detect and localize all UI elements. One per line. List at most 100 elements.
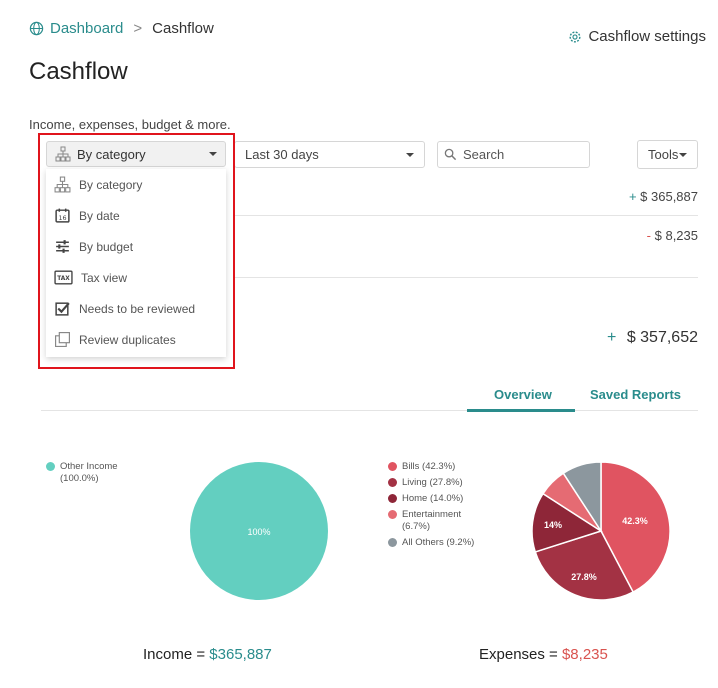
- legend-item: Other Income (100.0%): [46, 461, 156, 485]
- globe-icon: [29, 21, 44, 36]
- expense-total: Expenses = $8,235: [479, 646, 608, 663]
- legend-dot: [46, 462, 55, 471]
- legend-text: Living (27.8%): [402, 477, 463, 488]
- gear-icon: [569, 30, 581, 43]
- pie-slice-bills[interactable]: [600, 462, 670, 594]
- income-total-label: Income =: [143, 646, 210, 663]
- tabs-divider: [41, 410, 698, 411]
- date-range-value: Last 30 days: [245, 147, 319, 162]
- menu-item-label: Review duplicates: [79, 332, 176, 347]
- group-by-select[interactable]: By category: [46, 141, 226, 167]
- active-tab-indicator: [467, 409, 575, 412]
- pie-label-home: 14%: [544, 520, 562, 530]
- menu-item-tax-view[interactable]: TAX Tax view: [46, 262, 226, 293]
- sliders-icon: [56, 240, 69, 253]
- net-amount: $ 357,652: [626, 329, 698, 346]
- legend-label: Entertainment (6.7%): [402, 509, 461, 533]
- minus-sign: -: [646, 228, 651, 243]
- highlight-box: [38, 133, 235, 369]
- legend-pct: (6.7%): [402, 521, 430, 532]
- legend-item: Home (14.0%): [388, 493, 498, 505]
- legend-item: Entertainment (6.7%): [388, 509, 498, 533]
- menu-item-label: By category: [79, 177, 143, 192]
- group-by-value: By category: [77, 146, 146, 162]
- svg-text:16: 16: [58, 214, 66, 222]
- legend-dot: [388, 538, 397, 547]
- menu-item-label: By budget: [79, 239, 134, 254]
- legend-item: All Others (9.2%): [388, 537, 498, 549]
- breadcrumb-current: Cashflow: [152, 20, 214, 37]
- group-by-menu: By category 16 By date By budget TAX Tax…: [46, 169, 226, 357]
- menu-item-label: Tax view: [81, 270, 128, 285]
- menu-item-by-budget[interactable]: By budget: [46, 231, 226, 262]
- legend-text: Entertainment: [402, 509, 462, 520]
- page-subtitle: Income, expenses, budget & more.: [29, 117, 231, 132]
- income-pie-chart: 100%: [190, 462, 328, 600]
- pie-slice-living[interactable]: [534, 530, 635, 600]
- legend-dot: [388, 462, 397, 471]
- tools-label: Tools: [648, 147, 679, 162]
- duplicate-icon: [55, 332, 70, 347]
- legend-dot: [388, 510, 397, 519]
- expense-pie-chart: 42.3% 27.8% 14%: [532, 462, 670, 600]
- menu-item-needs-review[interactable]: Needs to be reviewed: [46, 293, 226, 324]
- income-amount: $ 365,887: [640, 189, 698, 204]
- chevron-down-icon: [209, 152, 217, 156]
- legend-item: Bills (42.3%): [388, 461, 498, 473]
- chevron-down-icon: [679, 152, 687, 157]
- date-range-select[interactable]: Last 30 days: [234, 141, 425, 168]
- income-legend: Other Income (100.0%): [46, 461, 156, 489]
- hierarchy-icon: [55, 146, 71, 162]
- pie-label-living: 27.8%: [571, 572, 597, 582]
- chevron-down-icon: [406, 152, 414, 157]
- tab-saved-reports[interactable]: Saved Reports: [590, 387, 682, 402]
- tools-button[interactable]: Tools: [637, 140, 698, 169]
- search-icon: [444, 148, 457, 161]
- expense-amount: $ 8,235: [654, 228, 698, 243]
- menu-item-label: By date: [79, 208, 120, 223]
- expense-total-value: $8,235: [561, 646, 608, 663]
- breadcrumb-separator: >: [133, 20, 143, 37]
- pie-label-other-income: 100%: [247, 527, 270, 537]
- menu-item-review-duplicates[interactable]: Review duplicates: [46, 324, 226, 355]
- cashflow-settings-label: Cashflow settings: [588, 28, 706, 45]
- calendar-icon: 16: [55, 208, 70, 223]
- legend-item: Living (27.8%): [388, 477, 498, 489]
- search-input[interactable]: Search: [437, 141, 590, 168]
- income-total: Income = $365,887: [143, 646, 272, 663]
- income-summary-amount: + $ 365,887: [629, 189, 698, 204]
- search-placeholder: Search: [463, 147, 505, 162]
- legend-text: Other Income: [60, 461, 118, 472]
- expense-summary-amount: - $ 8,235: [647, 228, 698, 243]
- legend-pct: (100.0%): [60, 473, 99, 484]
- legend-text: All Others (9.2%): [402, 537, 475, 548]
- legend-dot: [388, 494, 397, 503]
- tab-overview[interactable]: Overview: [494, 387, 552, 402]
- menu-item-by-date[interactable]: 16 By date: [46, 200, 226, 231]
- pie-slice-all-others[interactable]: [562, 462, 602, 534]
- divider: [235, 277, 698, 278]
- page-title: Cashflow: [29, 58, 128, 85]
- expense-total-label: Expenses =: [479, 646, 562, 663]
- legend-dot: [388, 478, 397, 487]
- plus-sign: +: [628, 189, 637, 204]
- pie-slice-home[interactable]: [532, 492, 603, 553]
- breadcrumb: Dashboard > Cashflow: [29, 20, 214, 37]
- legend-text: Home (14.0%): [402, 493, 464, 504]
- expense-legend: Bills (42.3%) Living (27.8%) Home (14.0%…: [388, 461, 498, 553]
- income-total-value: $365,887: [209, 646, 272, 663]
- divider: [235, 215, 698, 216]
- pie-slice-other-income[interactable]: [190, 462, 328, 600]
- pie-label-bills: 42.3%: [622, 516, 648, 526]
- svg-text:TAX: TAX: [57, 276, 70, 282]
- legend-text: Bills (42.3%): [402, 461, 456, 472]
- plus-sign: +: [607, 329, 617, 346]
- hierarchy-icon: [54, 176, 71, 193]
- breadcrumb-dashboard-link[interactable]: Dashboard: [50, 20, 124, 37]
- menu-item-by-category[interactable]: By category: [46, 169, 226, 200]
- cashflow-settings-link[interactable]: Cashflow settings: [568, 28, 706, 45]
- net-summary-amount: + $ 357,652: [607, 329, 698, 347]
- legend-label: Other Income (100.0%): [60, 461, 118, 485]
- checkbox-icon: [55, 302, 70, 316]
- menu-item-label: Needs to be reviewed: [79, 301, 196, 316]
